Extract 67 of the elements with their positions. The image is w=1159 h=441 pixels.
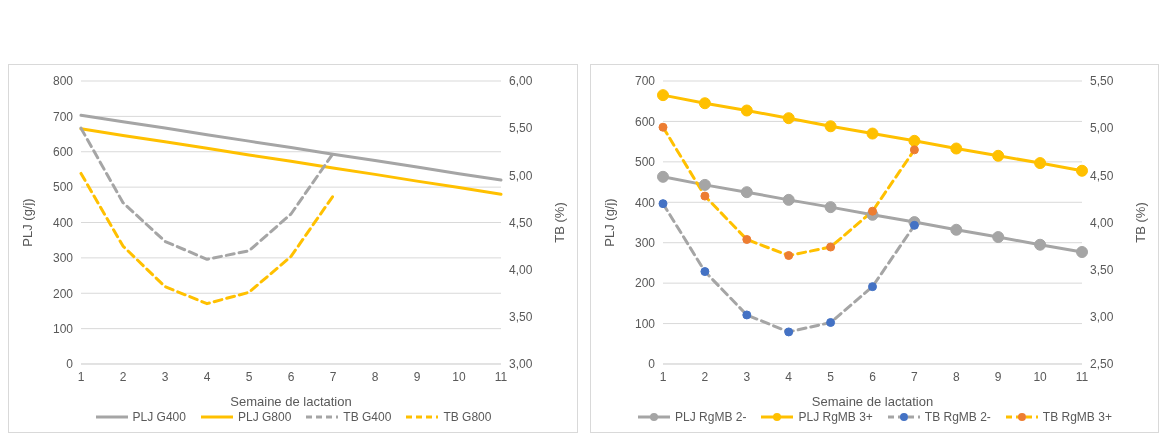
y2-tick-label: 4,00 bbox=[1090, 215, 1114, 230]
y2-tick-label: 5,00 bbox=[509, 168, 533, 183]
x-tick-label: 9 bbox=[994, 369, 1002, 384]
y-axis-title: PLJ (g/j) bbox=[601, 198, 617, 247]
y-tick-label: 400 bbox=[634, 195, 656, 210]
x-tick-label: 8 bbox=[952, 369, 960, 384]
x-tick-label: 7 bbox=[911, 369, 919, 384]
x-tick-label: 10 bbox=[452, 369, 466, 384]
legend-label: PLJ RgMB 2- bbox=[675, 410, 747, 424]
y2-tick-label: 3,50 bbox=[1090, 262, 1114, 277]
x-tick-label: 8 bbox=[371, 369, 379, 384]
legend-label: PLJ G800 bbox=[237, 410, 292, 424]
y-tick-label: 500 bbox=[52, 180, 74, 195]
y-tick-label: 800 bbox=[52, 74, 74, 89]
y-tick-label: 100 bbox=[52, 321, 74, 336]
y2-tick-label: 4,00 bbox=[509, 262, 533, 277]
x-tick-label: 1 bbox=[77, 369, 85, 384]
x-axis-title: Semaine de lactation bbox=[230, 394, 352, 409]
legend-label: TB RgMB 2- bbox=[924, 410, 991, 424]
y2-axis-title: TB (%) bbox=[551, 202, 567, 243]
x-tick-label: 2 bbox=[119, 369, 127, 384]
y2-tick-label: 6,00 bbox=[509, 74, 533, 89]
y2-tick-label: 5,50 bbox=[1090, 74, 1114, 89]
x-tick-label: 10 bbox=[1033, 369, 1048, 384]
x-tick-label: 5 bbox=[245, 369, 253, 384]
y2-tick-label: 5,00 bbox=[1090, 121, 1114, 136]
x-tick-label: 3 bbox=[161, 369, 169, 384]
y-axis-title: PLJ (g/j) bbox=[19, 198, 35, 247]
y2-tick-label: 4,50 bbox=[1090, 168, 1114, 183]
y-tick-label: 0 bbox=[66, 357, 74, 372]
y-tick-label: 600 bbox=[634, 114, 656, 129]
legend-label: TB G400 bbox=[343, 410, 392, 424]
y2-tick-label: 3,00 bbox=[509, 357, 533, 372]
x-tick-label: 11 bbox=[1075, 369, 1089, 384]
y2-tick-label: 3,00 bbox=[1090, 310, 1114, 325]
y-tick-label: 300 bbox=[52, 251, 74, 266]
y2-tick-label: 4,50 bbox=[509, 215, 533, 230]
y-tick-label: 100 bbox=[634, 316, 656, 331]
x-tick-label: 1 bbox=[659, 369, 667, 384]
y-tick-label: 200 bbox=[52, 286, 74, 301]
legend-label: TB RgMB 3+ bbox=[1042, 410, 1112, 424]
y-tick-label: 200 bbox=[634, 276, 656, 291]
x-tick-label: 7 bbox=[329, 369, 337, 384]
x-tick-label: 3 bbox=[743, 369, 751, 384]
y-tick-label: 500 bbox=[634, 155, 656, 170]
y2-tick-label: 2,50 bbox=[1090, 357, 1114, 372]
y-tick-label: 700 bbox=[634, 74, 656, 89]
x-tick-label: 2 bbox=[701, 369, 709, 384]
y2-axis-title: TB (%) bbox=[1132, 202, 1148, 243]
y-tick-label: 700 bbox=[52, 109, 74, 124]
x-tick-label: 6 bbox=[287, 369, 295, 384]
x-tick-label: 6 bbox=[869, 369, 877, 384]
legend-label: PLJ RgMB 3+ bbox=[798, 410, 873, 424]
x-tick-label: 11 bbox=[494, 369, 508, 384]
y-tick-label: 0 bbox=[648, 357, 656, 372]
legend-label: PLJ G400 bbox=[132, 410, 186, 424]
legend-label: TB G800 bbox=[443, 410, 492, 424]
x-tick-label: 4 bbox=[785, 369, 793, 384]
x-tick-label: 5 bbox=[827, 369, 835, 384]
y-tick-label: 400 bbox=[52, 215, 74, 230]
y2-tick-label: 5,50 bbox=[509, 121, 533, 136]
x-axis-title: Semaine de lactation bbox=[811, 394, 934, 409]
x-tick-label: 4 bbox=[203, 369, 211, 384]
x-tick-label: 9 bbox=[413, 369, 421, 384]
y-tick-label: 300 bbox=[634, 235, 656, 250]
y2-tick-label: 3,50 bbox=[509, 310, 533, 325]
y-tick-label: 600 bbox=[52, 145, 74, 160]
